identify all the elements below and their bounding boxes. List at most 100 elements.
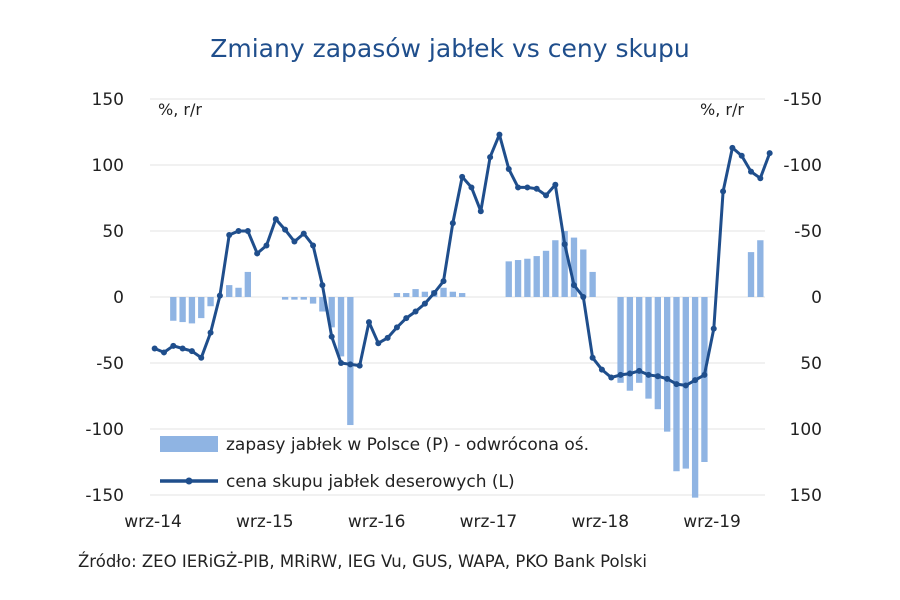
bar (319, 297, 326, 312)
x-tick-label: wrz-17 (460, 512, 518, 532)
bar (524, 258, 531, 297)
line-point (598, 366, 605, 373)
legend-line-label: cena skupu jabłek deserowych (L) (226, 472, 515, 492)
bar (449, 291, 457, 297)
line-point (291, 238, 298, 245)
line-point (748, 168, 755, 175)
line-point (515, 184, 522, 191)
right-tick-label: -50 (794, 222, 822, 242)
line-point (459, 173, 466, 180)
line-point (365, 319, 372, 326)
line-point (393, 324, 400, 331)
line-point (682, 382, 689, 389)
bar (412, 289, 419, 297)
left-tick-label: 50 (102, 222, 124, 242)
line-point (226, 231, 233, 238)
bar (589, 271, 596, 297)
bar (170, 297, 177, 321)
left-axis: 150 100 50 0 -50 -100 -150 (85, 90, 124, 506)
line-point (636, 367, 643, 374)
line-point (580, 294, 587, 300)
line-point (272, 216, 279, 223)
line-point (543, 192, 550, 199)
left-tick-label: 0 (113, 288, 124, 308)
bar (300, 297, 307, 300)
bar (198, 297, 205, 319)
line-point (477, 208, 484, 215)
line-point (738, 152, 745, 159)
bar (645, 297, 652, 399)
bar (458, 293, 466, 297)
bar (393, 293, 401, 297)
line-point (766, 150, 773, 157)
gridlines (150, 98, 765, 496)
line-point (654, 373, 661, 380)
left-tick-label: 150 (92, 90, 124, 110)
bar (505, 261, 512, 297)
line-point (664, 375, 671, 382)
bar (337, 297, 345, 357)
line-point (282, 226, 289, 233)
line-point (720, 188, 727, 195)
bar (309, 297, 317, 304)
line-point (263, 242, 270, 249)
line-point (403, 315, 410, 322)
bar (552, 240, 559, 297)
line-point (384, 334, 391, 341)
bar (580, 249, 587, 297)
line-point (449, 220, 456, 227)
bar (291, 297, 298, 300)
line-point (692, 377, 699, 384)
legend-line-marker (185, 477, 193, 485)
line-point (412, 308, 419, 315)
line-point (589, 354, 596, 361)
right-tick-label: -100 (783, 156, 822, 176)
bar (757, 240, 764, 297)
x-tick-label: wrz-15 (236, 512, 294, 532)
line-point (375, 340, 382, 347)
left-tick-label: -150 (85, 486, 124, 506)
chart-title: Zmiany zapasów jabłek vs ceny skupu (210, 34, 690, 63)
x-tick-label: wrz-16 (348, 512, 406, 532)
line-point (328, 333, 335, 340)
line-point (207, 329, 214, 336)
bar (663, 297, 671, 432)
bar-series (170, 231, 764, 498)
bar (542, 250, 550, 297)
left-tick-label: -100 (85, 420, 124, 440)
line-point (710, 325, 717, 332)
line-point (319, 282, 326, 289)
line-point (552, 181, 559, 188)
bar (654, 297, 662, 410)
bar (636, 297, 643, 383)
x-tick-label: wrz-18 (571, 512, 629, 532)
bar (440, 287, 447, 297)
line-point (421, 300, 428, 307)
line-point (645, 371, 652, 378)
line-point (505, 165, 512, 172)
right-tick-label: 100 (790, 420, 822, 440)
line-point (524, 184, 531, 191)
line-point (533, 185, 540, 192)
bar (403, 293, 410, 297)
bar (533, 256, 540, 297)
line-point (310, 242, 317, 249)
line-point (468, 184, 475, 191)
right-tick-label: -150 (783, 90, 822, 110)
bar (421, 291, 429, 297)
right-unit-label: %, r/r (700, 100, 744, 119)
bar (347, 297, 354, 426)
bar (179, 297, 186, 323)
right-tick-label: 50 (800, 354, 822, 374)
legend-bar-swatch (160, 436, 218, 452)
bar (701, 297, 708, 462)
line-point (188, 348, 195, 355)
bar (244, 271, 252, 297)
line-point (487, 154, 494, 161)
bar (617, 297, 624, 383)
line-point (757, 175, 764, 182)
line-point (440, 278, 447, 285)
x-tick-label: wrz-14 (124, 512, 182, 532)
line-point (561, 241, 568, 248)
line-point (617, 371, 624, 378)
